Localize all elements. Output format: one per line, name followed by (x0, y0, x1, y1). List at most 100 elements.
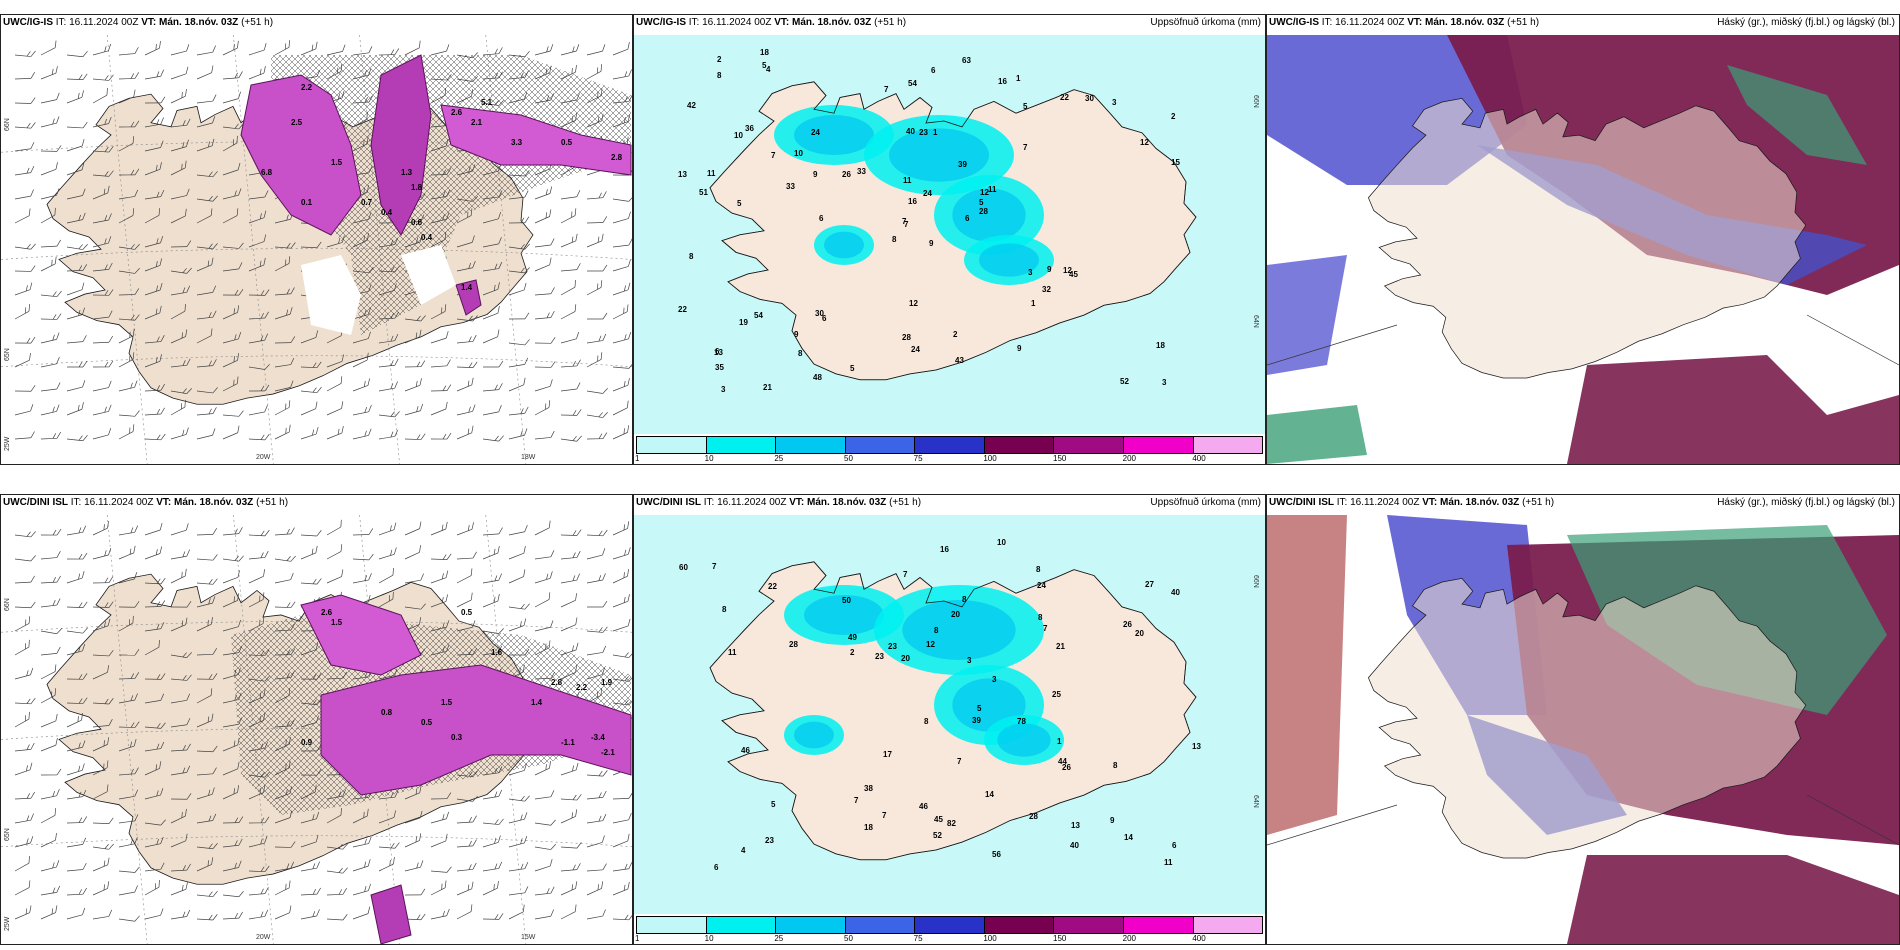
precip-value-label: 16 (908, 197, 917, 206)
colorbar-swatch (984, 437, 1055, 453)
wind-barb (92, 760, 109, 776)
wind-barb (508, 282, 527, 296)
wind-barb (404, 888, 426, 896)
colorbar-tick-label: 100 (983, 454, 997, 463)
mid-cloud (1267, 255, 1347, 375)
precip-value-label: 6 (715, 347, 720, 356)
wind-barb (14, 639, 30, 656)
precip-value-label: 33 (857, 167, 866, 176)
colorbar-tick-label: 50 (844, 934, 853, 943)
wind-barb (508, 524, 528, 536)
wind-barb (508, 190, 529, 200)
wind-barb (196, 138, 215, 152)
wind-barb (14, 531, 36, 538)
wind-barb (274, 424, 291, 440)
colorbar-tick-label: 25 (774, 454, 784, 463)
wind-barb (144, 354, 162, 368)
colorbar-tick-label: 150 (1053, 934, 1067, 943)
precip-shading (774, 105, 1054, 285)
wind-barb (92, 116, 112, 128)
wind-barb (196, 428, 216, 440)
wind-barb (222, 425, 240, 440)
boundary-line (1806, 314, 1899, 366)
wind-barb (118, 837, 138, 848)
wind-barb (196, 890, 218, 898)
colorbar-tick-label: 200 (1122, 454, 1137, 463)
wind-barb (92, 146, 114, 153)
wind-barb (430, 304, 447, 320)
wind-barb (170, 358, 191, 368)
high-cloud (1567, 855, 1899, 944)
precip-value-label: 7 (903, 570, 908, 579)
wind-barb (586, 264, 608, 272)
wind-barb (300, 909, 320, 920)
precip-value-label: 8 (717, 71, 722, 80)
precip-value-label: 3 (1162, 378, 1167, 387)
wind-barb (118, 89, 136, 104)
wind-barb (66, 244, 88, 250)
wind-barb (456, 404, 476, 416)
wind-barb (586, 548, 606, 560)
wind-barb (612, 618, 631, 632)
wind-barb (508, 312, 530, 320)
wind-barb (66, 90, 84, 104)
wind-barb (274, 307, 293, 320)
wind-barb (508, 812, 528, 824)
precip-value-label: 13 (714, 348, 723, 357)
colorbar-tick-label: 150 (1053, 454, 1067, 463)
panel-title: Uppsöfnuð úrkoma (mm) (1150, 17, 1261, 28)
wind-barb (508, 428, 528, 440)
latitude-line (1, 835, 632, 848)
wind-barb (456, 795, 478, 802)
wind-barb (274, 380, 294, 392)
wind-barb (40, 332, 60, 344)
precip-value-label: 14 (1124, 833, 1133, 842)
precip-value-label: 40 (906, 127, 915, 136)
precip-value-label: 8 (934, 626, 939, 635)
lon-label: 20W (256, 454, 271, 461)
wind-barb (274, 357, 295, 368)
wind-barb (326, 843, 348, 850)
wind-barb (144, 433, 166, 441)
wind-barb (508, 618, 527, 632)
wind-value-label: 0.7 (361, 198, 373, 207)
precip-value-label: 11 (903, 176, 912, 185)
wind-barb (300, 811, 320, 824)
wind-barb (430, 833, 448, 848)
wind-barb (14, 282, 33, 296)
wind-barb (92, 87, 108, 104)
precip-blob (370, 884, 412, 944)
wind-barb (534, 844, 556, 850)
wind-barb (482, 47, 503, 56)
precip-value-label: 8 (798, 349, 803, 358)
wind-barb (300, 401, 318, 416)
wind-barb (586, 216, 608, 224)
coastline (709, 561, 1197, 861)
wind-barb (144, 189, 165, 200)
precip-value-label: 2 (717, 55, 722, 64)
wind-barb (222, 410, 244, 417)
wind-barb (248, 311, 269, 320)
precip-map: 4 8 5 7 7 10 9 8 13 7 11 2 7 16 28 49 44 46 8 40 60 23 52 78 26 2… (634, 515, 1265, 914)
wind-barb (612, 521, 630, 536)
precip-value-label: 18 (1156, 341, 1165, 350)
wind-value-label: 2.8 (611, 153, 623, 162)
wind-barb (326, 401, 344, 416)
panel-header: UWC/IG-IS IT: 16.11.2024 00Z VT: Mán. 18… (636, 17, 907, 28)
wind-barb (248, 836, 268, 848)
wind-barb (170, 743, 191, 752)
wind-value-label: 0.4 (421, 233, 433, 242)
wind-barb (222, 242, 244, 249)
wind-barb (196, 285, 217, 296)
wind-barb (274, 40, 290, 56)
wind-barb (66, 552, 88, 560)
wind-barb (40, 239, 61, 248)
wind-barb (560, 435, 582, 442)
wind-barb (586, 432, 608, 440)
wind-barb (456, 361, 478, 368)
precip-blob (240, 74, 362, 236)
precip-value-label: 26 (1062, 763, 1071, 772)
wind-barb (430, 908, 450, 920)
wind-value-label: -1.1 (561, 738, 575, 747)
wind-barb (586, 790, 607, 800)
